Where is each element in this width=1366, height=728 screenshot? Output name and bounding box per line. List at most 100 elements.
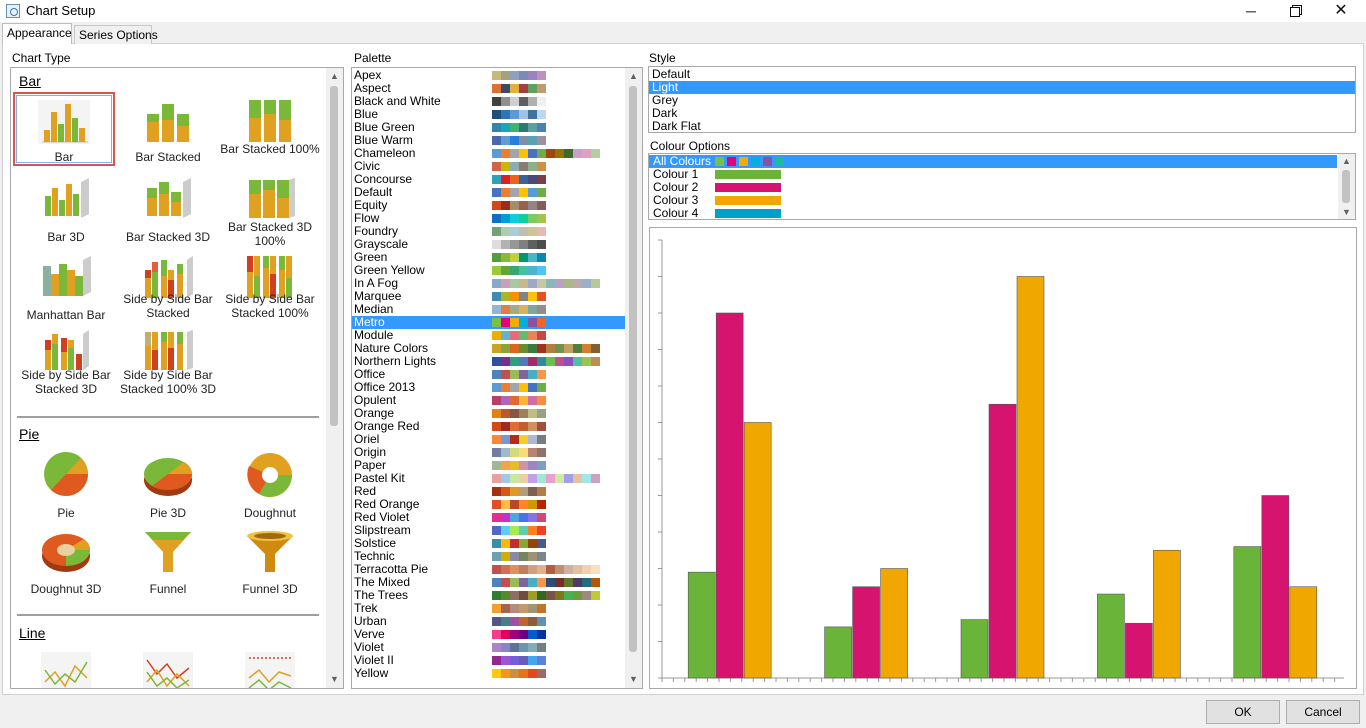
chart-type-pie[interactable]: Pie — [15, 448, 117, 522]
scrollbar-thumb[interactable] — [1342, 170, 1350, 203]
palette-item[interactable]: Opulent — [352, 394, 626, 407]
scroll-down-icon[interactable]: ▼ — [629, 674, 638, 684]
palette-item[interactable]: Terracotta Pie — [352, 563, 626, 576]
chart-type-line[interactable] — [15, 648, 117, 688]
chart-type-bar-stacked-100[interactable]: Bar Stacked 100% — [219, 92, 321, 166]
colour-option-item[interactable]: All Colours — [649, 155, 1337, 168]
chart-type-funnel-3d[interactable]: Funnel 3D — [219, 524, 321, 598]
chart-type-manhattan-bar[interactable]: Manhattan Bar — [15, 248, 117, 322]
colour-option-item[interactable]: Colour 1 — [649, 168, 1337, 181]
palette-scrollbar[interactable]: ▲ ▼ — [625, 68, 642, 688]
palette-item[interactable]: Aspect — [352, 82, 626, 95]
scroll-up-icon[interactable]: ▲ — [330, 71, 339, 81]
palette-item[interactable]: Solstice — [352, 537, 626, 550]
chart-type-pie-3d[interactable]: Pie 3D — [117, 448, 219, 522]
chart-type-bar-stacked[interactable]: Bar Stacked — [117, 92, 219, 166]
palette-item[interactable]: Urban — [352, 615, 626, 628]
palette-item[interactable]: Oriel — [352, 433, 626, 446]
style-item[interactable]: Light — [649, 81, 1355, 94]
palette-item[interactable]: Equity — [352, 199, 626, 212]
palette-item[interactable]: Office 2013 — [352, 381, 626, 394]
chart-type-side-by-side-bar-stacked[interactable]: Side by Side Bar Stacked — [117, 248, 219, 322]
chart-type-line-multi[interactable] — [117, 648, 219, 688]
palette-list[interactable]: Apex Aspect Black and White Blue Blue Green B… — [351, 67, 643, 689]
chart-type-bar-stacked-3d[interactable]: Bar Stacked 3D — [117, 172, 219, 246]
palette-item[interactable]: Grayscale — [352, 238, 626, 251]
palette-item[interactable]: Blue Green — [352, 121, 626, 134]
palette-item[interactable]: Violet II — [352, 654, 626, 667]
colour-option-item[interactable]: Colour 2 — [649, 181, 1337, 194]
chart-type-side-by-side-bar-stacked-100[interactable]: Side by Side Bar Stacked 100% — [219, 248, 321, 322]
palette-item[interactable]: Verve — [352, 628, 626, 641]
palette-item[interactable]: The Mixed — [352, 576, 626, 589]
scroll-down-icon[interactable]: ▼ — [330, 674, 339, 684]
palette-item[interactable]: Blue — [352, 108, 626, 121]
palette-item[interactable]: Nature Colors — [352, 342, 626, 355]
palette-item[interactable]: Default — [352, 186, 626, 199]
palette-item[interactable]: Black and White — [352, 95, 626, 108]
palette-item[interactable]: Yellow — [352, 667, 626, 680]
palette-item[interactable]: Office — [352, 368, 626, 381]
palette-item[interactable]: Green Yellow — [352, 264, 626, 277]
chart-type-line-dotted[interactable] — [219, 648, 321, 688]
chart-type-bar[interactable]: Bar — [13, 92, 115, 166]
palette-item[interactable]: Median — [352, 303, 626, 316]
style-item[interactable]: Default — [652, 67, 691, 81]
palette-item[interactable]: Flow — [352, 212, 626, 225]
chart-type-side-by-side-bar-stacked-3d[interactable]: Side by Side Bar Stacked 3D — [15, 324, 117, 398]
palette-item[interactable]: Pastel Kit — [352, 472, 626, 485]
palette-item[interactable]: Red Orange — [352, 498, 626, 511]
chart-type-list[interactable]: Bar Bar Bar Stacked Bar Stacked 100% — [10, 67, 344, 689]
palette-item[interactable]: Origin — [352, 446, 626, 459]
palette-item[interactable]: The Trees — [352, 589, 626, 602]
palette-item[interactable]: Foundry — [352, 225, 626, 238]
palette-item[interactable]: Red — [352, 485, 626, 498]
colour-option-item[interactable]: Colour 3 — [649, 194, 1337, 207]
colour-options-scrollbar[interactable]: ▲ ▼ — [1338, 154, 1355, 219]
chart-type-bar-stacked-3d-100[interactable]: Bar Stacked 3D 100% — [219, 172, 321, 248]
style-list[interactable]: Default Light Grey Dark Dark Flat — [648, 66, 1356, 133]
chart-type-scrollbar[interactable]: ▲ ▼ — [326, 68, 343, 688]
scroll-up-icon[interactable]: ▲ — [629, 71, 638, 81]
minimize-button[interactable]: ─ — [1246, 3, 1256, 19]
colour-options-list[interactable]: All Colours Colour 1 Colour 2 Colour 3 Colou… — [648, 153, 1356, 220]
chart-type-side-by-side-bar-stacked-100-3d[interactable]: Side by Side Bar Stacked 100% 3D — [117, 324, 219, 398]
close-button[interactable]: ✕ — [1334, 2, 1348, 19]
style-item[interactable]: Grey — [652, 93, 679, 107]
style-item[interactable]: Dark — [652, 106, 678, 120]
palette-item[interactable]: Civic — [352, 160, 626, 173]
ok-button[interactable]: OK — [1206, 700, 1280, 724]
palette-item[interactable]: Slipstream — [352, 524, 626, 537]
palette-item[interactable]: In A Fog — [352, 277, 626, 290]
palette-item[interactable]: Violet — [352, 641, 626, 654]
tab-series-options[interactable]: Series Options — [74, 25, 158, 44]
style-item[interactable]: Dark Flat — [652, 119, 701, 133]
palette-item[interactable]: Apex — [352, 69, 626, 82]
scrollbar-thumb[interactable] — [629, 86, 637, 652]
palette-item[interactable]: Red Violet — [352, 511, 626, 524]
palette-item[interactable]: Concourse — [352, 173, 626, 186]
scroll-down-icon[interactable]: ▼ — [1342, 207, 1351, 217]
palette-item[interactable]: Trek — [352, 602, 626, 615]
palette-item[interactable]: Blue Warm — [352, 134, 626, 147]
chart-type-funnel[interactable]: Funnel — [117, 524, 219, 598]
cancel-button[interactable]: Cancel — [1286, 700, 1360, 724]
chart-type-doughnut[interactable]: Doughnut — [219, 448, 321, 522]
palette-item[interactable]: Orange Red — [352, 420, 626, 433]
palette-item[interactable]: Metro — [352, 316, 626, 329]
palette-item[interactable]: Northern Lights — [352, 355, 626, 368]
colour-option-item[interactable]: Colour 4 — [649, 207, 1337, 219]
palette-item[interactable]: Marquee — [352, 290, 626, 303]
palette-item[interactable]: Green — [352, 251, 626, 264]
palette-item[interactable]: Orange — [352, 407, 626, 420]
palette-item[interactable]: Paper — [352, 459, 626, 472]
maximize-button[interactable] — [1272, 0, 1318, 22]
tab-appearance[interactable]: Appearance — [2, 23, 72, 44]
scrollbar-thumb[interactable] — [330, 86, 338, 426]
palette-item[interactable]: Technic — [352, 550, 626, 563]
palette-item[interactable]: Module — [352, 329, 626, 342]
chart-type-doughnut-3d[interactable]: Doughnut 3D — [15, 524, 117, 598]
palette-item[interactable]: Chameleon — [352, 147, 626, 160]
chart-type-bar-3d[interactable]: Bar 3D — [15, 172, 117, 246]
scroll-up-icon[interactable]: ▲ — [1342, 156, 1351, 166]
